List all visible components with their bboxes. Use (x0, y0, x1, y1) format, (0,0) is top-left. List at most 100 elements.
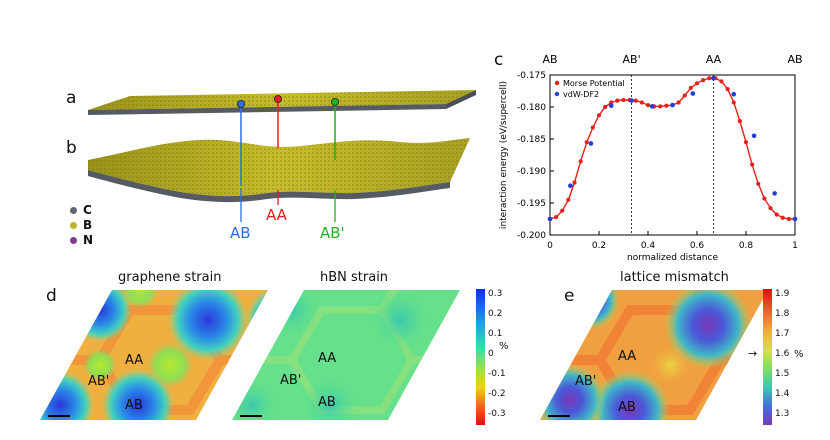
vdw-point (690, 91, 696, 96)
morse-point (774, 212, 779, 217)
graphene-label-abp: AB' (88, 374, 110, 389)
vdw-point (772, 191, 777, 196)
panel-label-b: b (66, 138, 77, 158)
vdw-point (568, 183, 573, 189)
morse-point (572, 180, 577, 185)
x-tick-label: 0.8 (739, 241, 754, 251)
colorbar-tick: 1.9 (775, 289, 790, 299)
vdw-point (751, 133, 757, 139)
y-tick-label: -0.190 (517, 167, 546, 177)
morse-point (756, 181, 761, 186)
abp-marker (330, 98, 339, 107)
colorbar-tick: 1.6 (775, 349, 790, 359)
colorbar-tick: 1.7 (775, 329, 790, 339)
stacking-label-aa: AA (266, 206, 287, 224)
strain-colorbar-unit: % (499, 341, 509, 352)
morse-point (688, 85, 693, 90)
bilayer-schematic (88, 90, 476, 222)
morse-point (645, 102, 651, 108)
morse-point (682, 93, 687, 98)
morse-point (621, 97, 626, 103)
morse-line (549, 77, 795, 220)
x-tick-label: 0.4 (641, 241, 656, 251)
vdw-point (731, 91, 737, 97)
graphene-label-ab: AB (125, 398, 143, 413)
atom-legend: C B N (70, 203, 93, 248)
mismatch-label-aa: AA (618, 349, 637, 364)
morse-point (731, 100, 736, 105)
morse-point (584, 140, 589, 145)
colorbar-tick: 0.1 (488, 329, 503, 339)
morse-point (737, 118, 742, 124)
colorbar-tick: 0 (488, 349, 494, 359)
x-tick-label: 0.2 (592, 241, 606, 251)
morse-point (707, 76, 712, 81)
mismatch-colorbar (763, 289, 772, 425)
lattice-mismatch-map (540, 290, 768, 420)
morse-point (768, 206, 773, 211)
legend-vdw-label: vdW-DF2 (563, 90, 599, 99)
morse-point (676, 100, 681, 105)
legend-morse-label: Morse Potential (563, 79, 625, 88)
morse-point (780, 215, 785, 220)
graphene-label-aa: AA (125, 353, 144, 368)
x-tick-label: 1 (792, 241, 798, 251)
colorbar-tick: -0.1 (488, 369, 506, 379)
colorbar-tick: 1.5 (775, 369, 790, 379)
morse-point (566, 197, 571, 202)
morse-point (694, 81, 700, 86)
mismatch-map-title: lattice mismatch (620, 270, 729, 285)
plot-frame (549, 74, 796, 236)
colorbar-tick: 1.4 (775, 389, 790, 399)
colorbar-tick: 1.3 (775, 409, 790, 419)
morse-point (725, 86, 730, 92)
panel-label-a: a (66, 88, 77, 108)
colorbar-tick: 0.2 (488, 309, 503, 319)
colorbar-tick: -0.3 (488, 409, 506, 419)
morse-point (658, 104, 663, 109)
morse-point (639, 100, 644, 105)
strain-colorbar (476, 289, 485, 425)
vdw-point (588, 141, 594, 146)
legend-n: N (70, 233, 93, 248)
y-tick-label: -0.175 (517, 71, 546, 81)
vdw-point (547, 216, 553, 222)
morse-point (578, 159, 583, 164)
hbn-map-title: hBN strain (320, 270, 389, 285)
x-tick-label: 0 (547, 241, 553, 251)
y-tick-label: -0.200 (517, 231, 546, 241)
vdw-point (608, 103, 614, 109)
legend-vdw-marker (554, 91, 560, 97)
vdw-point (649, 104, 655, 109)
x-tick-label: 0.6 (690, 241, 705, 251)
top-stacking-label: AB' (623, 53, 641, 66)
graphene-map-title: graphene strain (118, 270, 222, 285)
interaction-energy-chart: 0 0.2 0.4 0.6 0.8 1 -0.175 -0.180 -0.185 -0.190 -0… (499, 53, 803, 263)
morse-point (603, 104, 608, 110)
ab-marker (236, 100, 245, 109)
x-axis-label: normalized distance (627, 253, 718, 263)
stacking-label-abp: AB' (320, 224, 345, 242)
morse-point (554, 214, 559, 220)
top-stacking-label: AB (542, 53, 557, 66)
colorbar-tick: 0.3 (488, 289, 503, 299)
panel-label-c: c (494, 50, 504, 70)
morse-point (596, 113, 602, 118)
sheet-a (88, 90, 476, 115)
panel-label-d: d (46, 286, 57, 306)
morse-point (664, 103, 669, 108)
mismatch-arrow-icon: → (748, 347, 758, 360)
vdw-point (670, 102, 675, 108)
colorbar-tick: 1.8 (775, 309, 790, 319)
top-stacking-label: AB (787, 53, 802, 66)
vdw-point (629, 98, 634, 103)
morse-point (609, 100, 614, 105)
morse-point (762, 196, 767, 201)
vdw-point (792, 216, 798, 222)
morse-point (786, 216, 791, 222)
legend-morse-marker (554, 80, 560, 86)
morse-point (719, 79, 724, 84)
hbn-label-ab: AB (318, 395, 336, 410)
top-stacking-label: AA (706, 53, 722, 66)
hbn-label-abp: AB' (280, 373, 302, 388)
